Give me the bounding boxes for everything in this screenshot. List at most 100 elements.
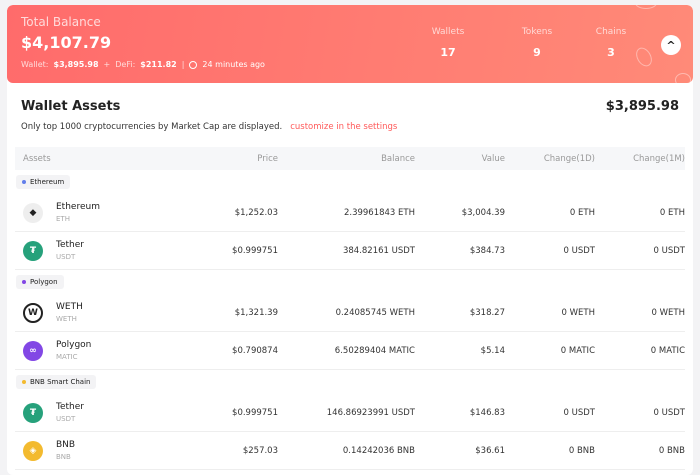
stat-label: Chains <box>595 27 627 37</box>
value-cell: $3,004.39 <box>461 207 505 218</box>
col-balance[interactable]: Balance <box>381 153 415 164</box>
chain-dot-icon <box>22 280 26 284</box>
chain-name: Ethereum <box>30 178 65 186</box>
wallet-label: Wallet: <box>21 60 49 69</box>
col-change-1m[interactable]: Change(1M) <box>633 153 685 164</box>
section-total: $3,895.98 <box>605 99 679 114</box>
tether-icon: ₮ <box>23 240 43 261</box>
chain-dot-icon <box>22 380 26 384</box>
total-balance-value: $4,107.79 <box>21 33 112 52</box>
chain-group-header: BNB Smart Chain <box>15 370 685 394</box>
portfolio-panel: Total Balance $4,107.79 Wallet: $3,895.98… <box>7 5 693 475</box>
balance-banner: Total Balance $4,107.79 Wallet: $3,895.98… <box>7 5 693 87</box>
price-cell: $0.999751 <box>232 245 278 256</box>
change-1m-cell: 0 USDT <box>653 407 685 418</box>
balance-cell: 384.82161 USDT <box>342 245 415 256</box>
stat-label: Tokens <box>521 27 553 37</box>
balance-cell: 2.39961843 ETH <box>343 207 415 218</box>
stat-chains: Chains 3 <box>581 27 641 59</box>
plus-sign: + <box>103 60 111 69</box>
asset-symbol: ETH <box>56 215 70 223</box>
col-value[interactable]: Value <box>481 153 505 164</box>
table-row[interactable]: ₮ Tether USDT $0.999751 384.82161 USDT $38… <box>15 232 685 270</box>
polygon-icon: ∞ <box>23 340 43 361</box>
asset-name: Tether <box>56 402 84 412</box>
balance-breakdown: Wallet: $3,895.98 + DeFi: $211.82 | 24 min… <box>21 60 265 69</box>
price-cell: $1,252.03 <box>234 207 278 218</box>
stat-value: 9 <box>533 46 541 59</box>
updated-time: 24 minutes ago <box>202 60 265 69</box>
price-cell: $257.03 <box>242 445 278 456</box>
chevron-up-icon: ^ <box>666 39 676 52</box>
price-cell: $0.790874 <box>232 345 278 356</box>
value-cell: $318.27 <box>469 307 505 318</box>
value-cell: $5.14 <box>480 345 505 356</box>
total-balance-label: Total Balance <box>21 15 101 29</box>
bnb-icon: ◈ <box>23 440 43 461</box>
section-title: Wallet Assets <box>21 99 121 114</box>
change-1d-cell: 0 ETH <box>569 207 595 218</box>
change-1d-cell: 0 MATIC <box>560 345 595 356</box>
price-cell: $0.999751 <box>232 407 278 418</box>
asset-cell: ₮ Tether USDT <box>15 402 165 423</box>
asset-symbol: BNB <box>56 453 71 461</box>
stat-tokens: Tokens 9 <box>507 27 567 59</box>
notice-text: Only top 1000 cryptocurrencies by Market… <box>21 122 283 132</box>
separator: | <box>181 60 185 69</box>
customize-settings-link[interactable]: customize in the settings <box>290 122 398 132</box>
change-1d-cell: 0 USDT <box>563 407 595 418</box>
asset-symbol: USDT <box>56 415 76 423</box>
change-1d-cell: 0 BNB <box>568 445 595 456</box>
chain-badge: Polygon <box>16 275 64 289</box>
chain-badge: Ethereum <box>16 175 71 189</box>
balance-cell: 0.14242036 BNB <box>342 445 415 456</box>
asset-name: Ethereum <box>56 202 100 212</box>
value-cell: $36.61 <box>475 445 505 456</box>
change-1m-cell: 0 ETH <box>659 207 685 218</box>
table-row[interactable]: ◆ Ethereum ETH $1,252.03 2.39961843 ETH $3… <box>15 194 685 232</box>
asset-cell: ◆ Ethereum ETH <box>15 202 165 223</box>
asset-name: WETH <box>56 302 83 312</box>
col-change-1d[interactable]: Change(1D) <box>543 153 595 164</box>
stat-label: Wallets <box>431 27 465 37</box>
col-assets[interactable]: Assets <box>23 153 51 164</box>
change-1d-cell: 0 USDT <box>563 245 595 256</box>
chain-dot-icon <box>22 180 26 184</box>
balance-cell: 6.50289404 MATIC <box>334 345 415 356</box>
asset-symbol: USDT <box>56 253 76 261</box>
asset-cell: ∞ Polygon MATIC <box>15 340 165 361</box>
balance-cell: 0.24085745 WETH <box>335 307 415 318</box>
change-1m-cell: 0 WETH <box>651 307 685 318</box>
collapse-button[interactable]: ^ <box>661 35 681 55</box>
table-row[interactable]: ₮ Tether USDT $0.999751 146.86923991 USDT … <box>15 394 685 432</box>
table-row[interactable]: W WETH WETH $1,321.39 0.24085745 WETH $318… <box>15 294 685 332</box>
clock-icon <box>189 60 198 69</box>
defi-label: DeFi: <box>115 60 136 69</box>
asset-symbol: MATIC <box>56 353 78 361</box>
asset-cell: ◈ BNB BNB <box>15 440 165 461</box>
asset-name: Tether <box>56 240 84 250</box>
table-row[interactable]: ◈ BNB BNB $257.03 0.14242036 BNB $36.61 0 … <box>15 432 685 470</box>
value-cell: $384.73 <box>469 245 505 256</box>
assets-table: Assets Price Balance Value Change(1D) Ch… <box>15 147 685 470</box>
weth-icon: W <box>23 302 43 323</box>
table-header: Assets Price Balance Value Change(1D) Ch… <box>15 147 685 170</box>
col-price[interactable]: Price <box>257 153 278 164</box>
chain-badge: BNB Smart Chain <box>16 375 97 389</box>
chain-group-header: Polygon <box>15 270 685 294</box>
notice: Only top 1000 cryptocurrencies by Market… <box>21 122 397 132</box>
change-1d-cell: 0 WETH <box>561 307 595 318</box>
change-1m-cell: 0 MATIC <box>650 345 685 356</box>
price-cell: $1,321.39 <box>234 307 278 318</box>
asset-name: Polygon <box>56 340 92 350</box>
stat-value: 3 <box>607 46 615 59</box>
stat-value: 17 <box>440 46 456 59</box>
balance-cell: 146.86923991 USDT <box>326 407 415 418</box>
asset-name: BNB <box>56 440 76 450</box>
asset-cell: W WETH WETH <box>15 302 165 323</box>
asset-cell: ₮ Tether USDT <box>15 240 165 261</box>
table-row[interactable]: ∞ Polygon MATIC $0.790874 6.50289404 MATIC… <box>15 332 685 370</box>
ethereum-icon: ◆ <box>23 202 43 223</box>
value-cell: $146.83 <box>469 407 505 418</box>
wallet-value: $3,895.98 <box>53 60 99 69</box>
